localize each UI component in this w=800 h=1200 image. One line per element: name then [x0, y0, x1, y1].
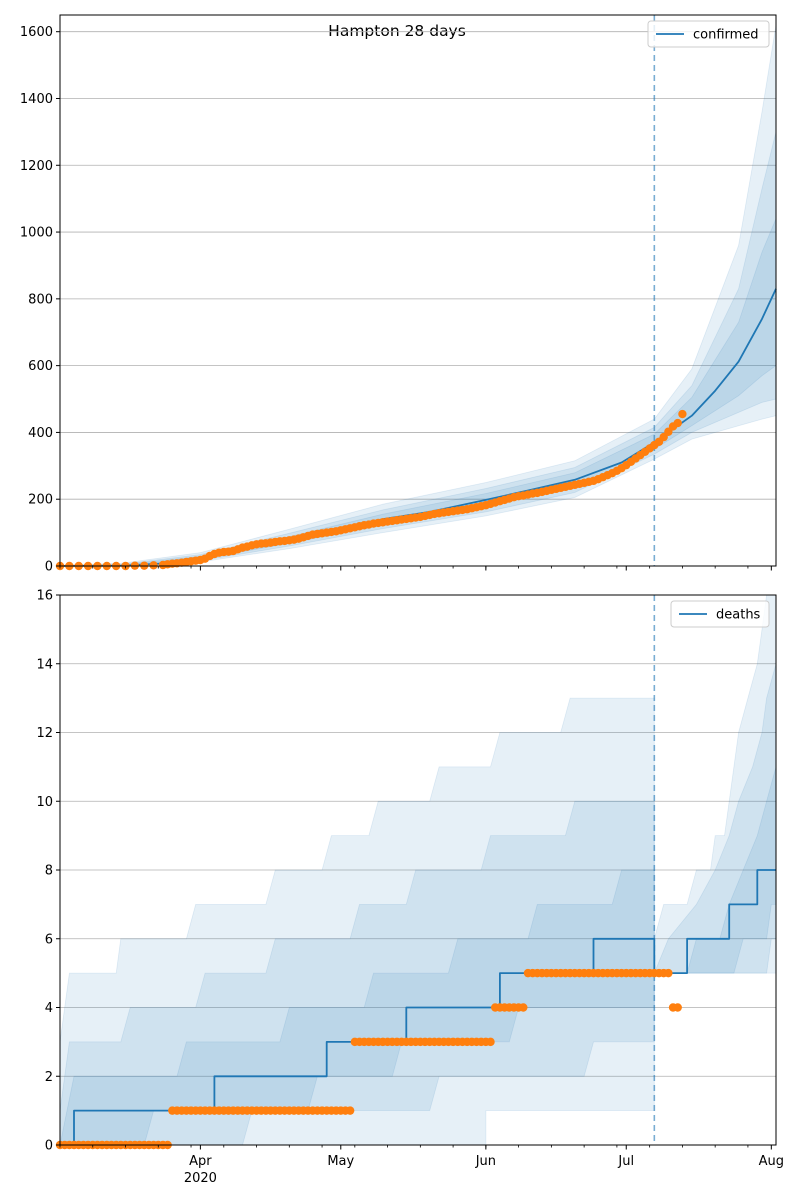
x-tick-label: Apr: [189, 1154, 212, 1169]
figure-title: Hampton 28 days: [328, 22, 466, 40]
uncertainty-band: [59, 800, 655, 1146]
observed-point: [345, 1106, 355, 1115]
deaths-panel: 0 2 4 6 8 10 12 14 16 Apr 2020 May Jun Jul Aug deaths: [36, 589, 784, 1187]
deaths-observed-points: [55, 968, 682, 1150]
confirmed-uncertainty-bands: [59, 24, 777, 567]
confirmed-legend: confirmed: [647, 20, 770, 48]
observed-point: [486, 1037, 495, 1047]
x-tick-label: Jun: [475, 1154, 496, 1169]
uncertainty-band: [59, 697, 655, 1146]
y-tick-label: 4: [45, 1001, 53, 1016]
y-tick-label: 12: [36, 726, 53, 741]
confirmed-legend-label: confirmed: [693, 28, 759, 43]
y-tick-label: 0: [45, 560, 53, 575]
x-tick-label: Aug: [759, 1154, 784, 1169]
deaths-legend-box: [670, 600, 770, 628]
deaths-legend-label: deaths: [716, 608, 761, 623]
y-tick-label: 2: [45, 1070, 53, 1085]
deaths-legend: deaths: [670, 600, 770, 628]
y-tick-label: 6: [45, 932, 53, 947]
observed-point: [664, 968, 673, 978]
observed-point: [673, 1003, 682, 1012]
confirmed-legend-box: [647, 20, 770, 48]
y-tick-label: 8: [45, 864, 53, 879]
x-tick-sublabel: 2020: [184, 1171, 217, 1186]
y-tick-label: 0: [45, 1139, 53, 1154]
y-tick-label: 1000: [20, 226, 53, 241]
confirmed-panel: 0 200 400 600 800 1000 1200 1400 1600 confirmed: [20, 14, 777, 575]
y-tick-label: 14: [36, 657, 53, 672]
y-tick-label: 800: [28, 292, 53, 307]
x-tick-label: May: [327, 1154, 354, 1169]
confirmed-gridlines: [60, 31, 776, 567]
y-tick-label: 600: [28, 359, 53, 374]
y-tick-label: 1600: [20, 25, 53, 40]
y-tick-label: 10: [36, 795, 53, 810]
deaths-axes: 0 2 4 6 8 10 12 14 16 Apr 2020 May Jun Jul Aug: [36, 589, 784, 1187]
deaths-uncertainty-bands: [59, 594, 777, 1146]
y-tick-label: 1200: [20, 159, 53, 174]
y-tick-label: 16: [36, 589, 53, 604]
observed-point: [519, 1003, 528, 1012]
y-tick-label: 400: [28, 426, 53, 441]
observed-point: [149, 561, 158, 570]
uncertainty-band: [653, 663, 777, 974]
y-tick-label: 1400: [20, 92, 53, 107]
confirmed-axes: 0 200 400 600 800 1000 1200 1400 1600: [20, 14, 777, 575]
observed-point: [673, 418, 682, 428]
observed-point: [678, 409, 687, 419]
y-tick-label: 200: [28, 493, 53, 508]
x-tick-label: Jul: [617, 1154, 634, 1169]
uncertainty-band: [59, 24, 777, 567]
confirmed-observed-points: [55, 409, 687, 571]
axes-frame: [59, 14, 777, 567]
